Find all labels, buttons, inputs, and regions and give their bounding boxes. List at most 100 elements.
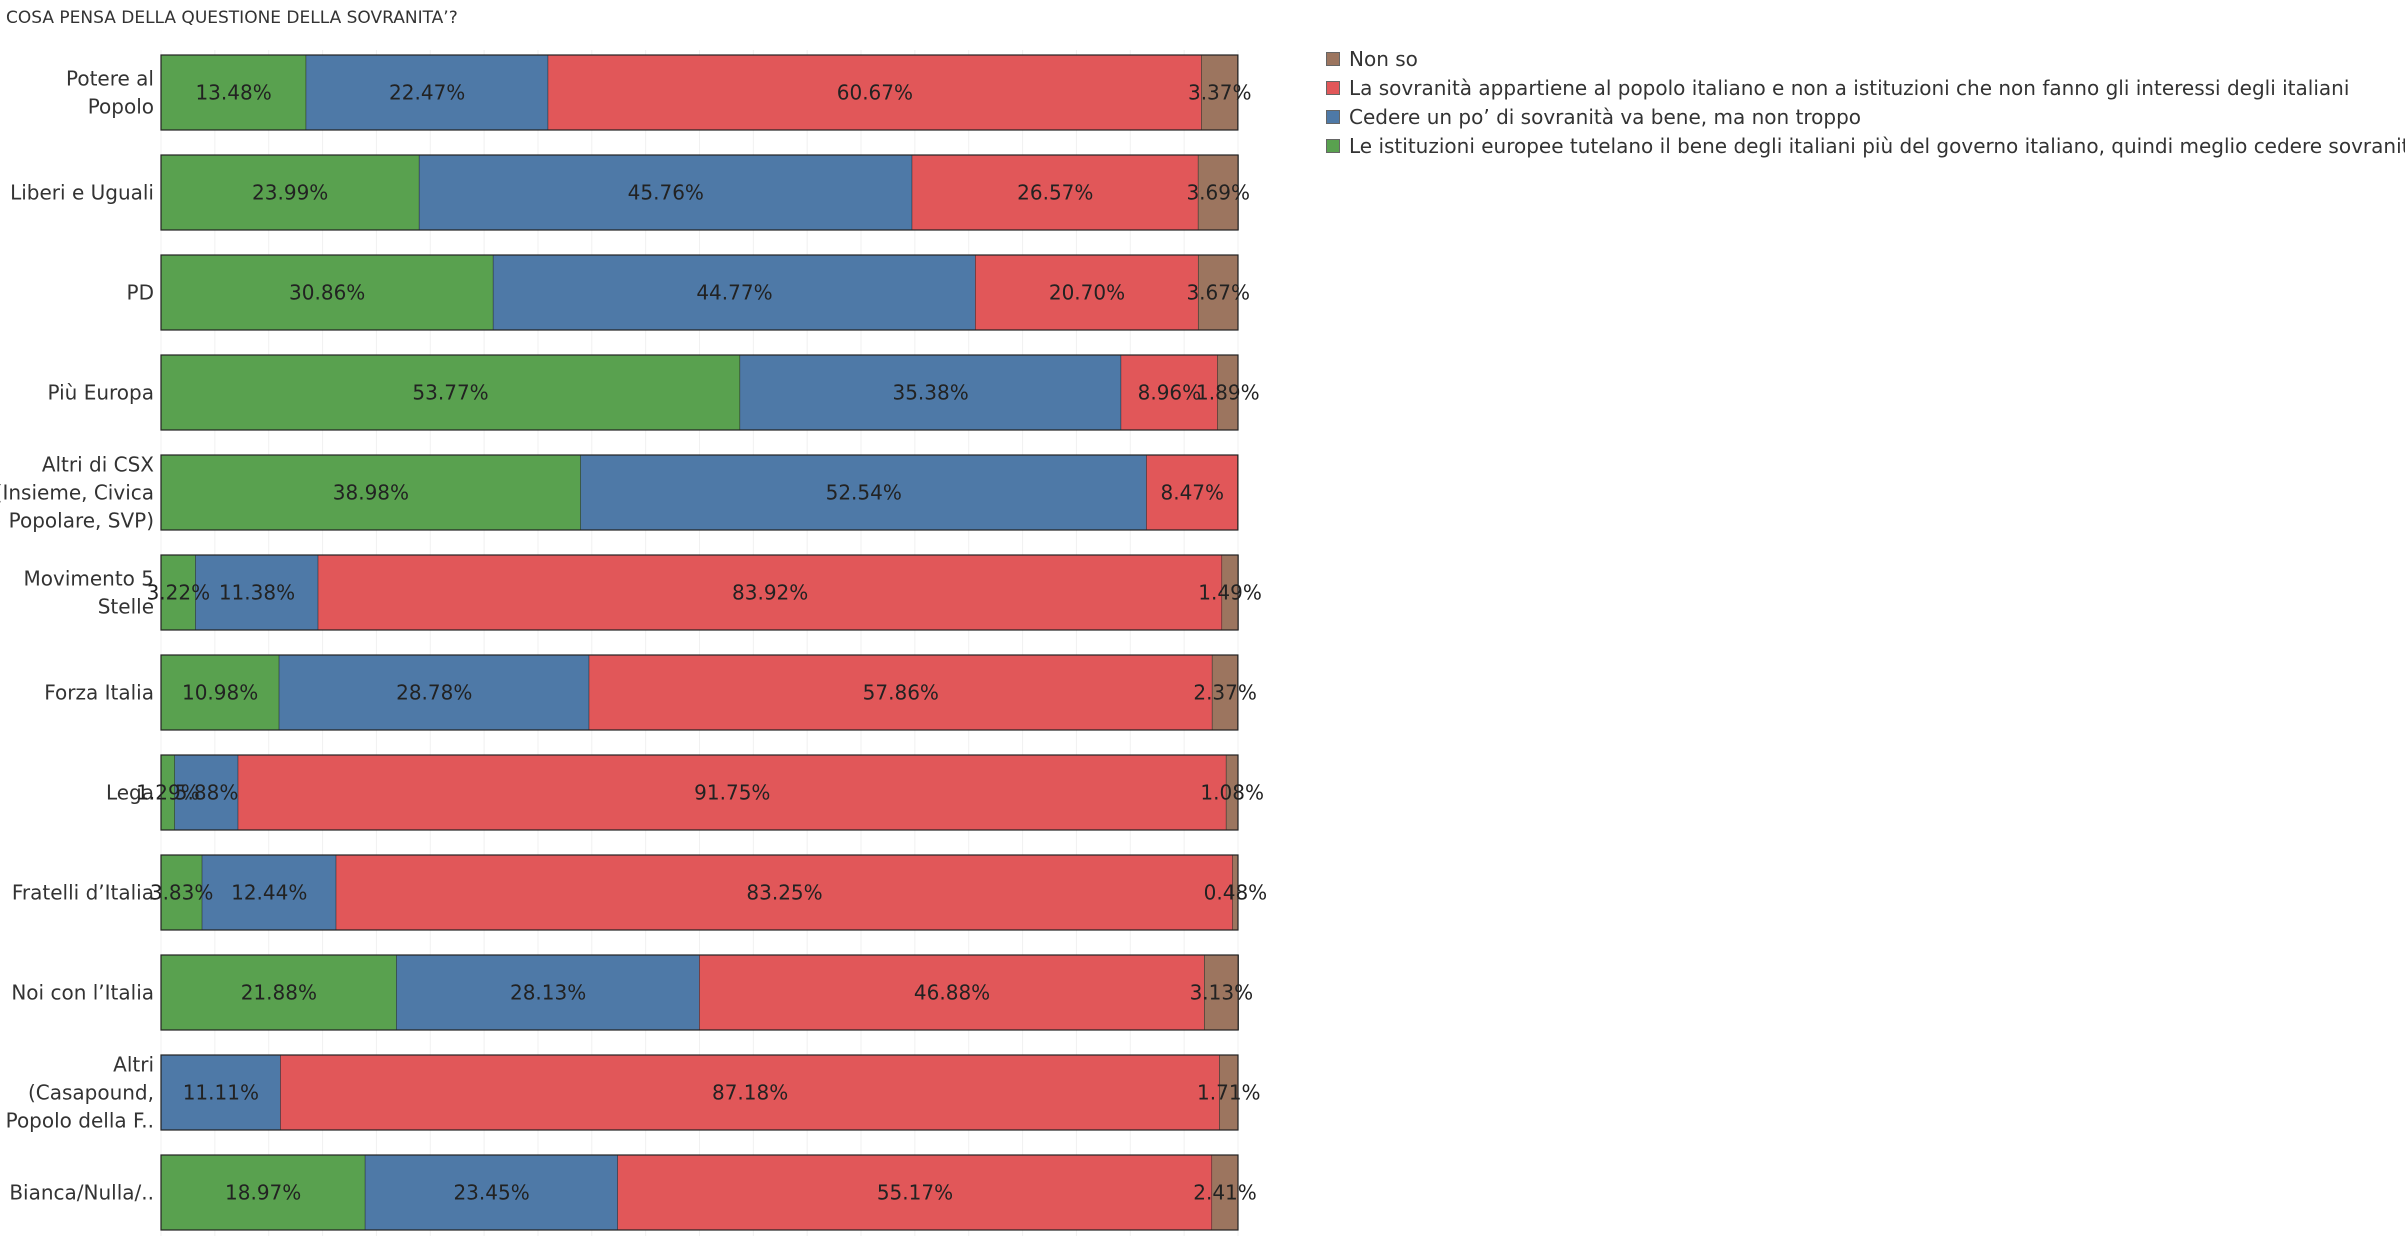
data-label: 2.37% bbox=[1193, 681, 1257, 705]
bar-segment bbox=[493, 255, 976, 330]
data-label: 38.98% bbox=[333, 481, 409, 505]
chart-title: COSA PENSA DELLA QUESTIONE DELLA SOVRANI… bbox=[6, 8, 458, 28]
data-label: 1.29% bbox=[136, 781, 200, 805]
bar-segment bbox=[161, 555, 196, 630]
bar-outline bbox=[160, 254, 1239, 331]
data-label: 13.48% bbox=[195, 81, 271, 105]
data-label: 83.92% bbox=[732, 581, 808, 605]
data-label: 53.77% bbox=[412, 381, 488, 405]
bar-segment bbox=[1121, 355, 1218, 430]
data-label: 30.86% bbox=[289, 281, 365, 305]
data-label: 91.75% bbox=[694, 781, 770, 805]
data-label: 87.18% bbox=[712, 1081, 788, 1105]
legend-item: Le istituzioni europee tutelano il bene … bbox=[1326, 131, 2405, 160]
legend-label: La sovranità appartiene al popolo italia… bbox=[1349, 75, 2350, 100]
bar-segment bbox=[1198, 255, 1238, 330]
bar-outline bbox=[160, 554, 1239, 631]
legend-swatch bbox=[1326, 109, 1340, 124]
data-label: 3.13% bbox=[1190, 981, 1254, 1005]
data-label: 5.88% bbox=[175, 781, 239, 805]
data-label: 55.17% bbox=[877, 1181, 953, 1205]
data-label: 21.88% bbox=[241, 981, 317, 1005]
bar-segment bbox=[161, 1155, 366, 1230]
bar-segment bbox=[1226, 755, 1238, 830]
bar-outline bbox=[160, 1054, 1239, 1131]
data-label: 18.97% bbox=[225, 1181, 301, 1205]
bar-segment bbox=[161, 655, 280, 730]
bar-segment bbox=[1212, 655, 1238, 730]
data-label: 60.67% bbox=[837, 81, 913, 105]
data-label: 1.89% bbox=[1196, 381, 1260, 405]
data-label: 28.13% bbox=[510, 981, 586, 1005]
stacked-bar-chart: Potere al Popolo 13.48% 22.47% 60.67% 3.37% Li… bbox=[0, 50, 1267, 1236]
bar-segment bbox=[1219, 1055, 1238, 1130]
legend: Non so La sovranità appartiene al popolo … bbox=[1326, 44, 2405, 160]
data-label: 11.11% bbox=[183, 1081, 259, 1105]
data-label: 1.08% bbox=[1200, 781, 1264, 805]
legend-label: Non so bbox=[1349, 46, 1418, 71]
legend-label: Le istituzioni europee tutelano il bene … bbox=[1349, 133, 2405, 158]
bar-segment bbox=[419, 155, 913, 230]
bar-segment bbox=[548, 55, 1202, 130]
bar-outline bbox=[160, 454, 1239, 531]
data-label: 3.37% bbox=[1188, 81, 1252, 105]
bar-segment bbox=[161, 255, 494, 330]
bar-outline bbox=[160, 354, 1239, 431]
category-label: Altri (Casapound, Popolo della F.. bbox=[6, 1053, 154, 1133]
data-label: 3.67% bbox=[1186, 281, 1250, 305]
category-label: Lega bbox=[106, 781, 154, 805]
bar-segment bbox=[1232, 855, 1238, 930]
bar-outline bbox=[160, 854, 1239, 931]
data-label: 46.88% bbox=[914, 981, 990, 1005]
data-label: 3.22% bbox=[147, 581, 211, 605]
bar-segment bbox=[238, 755, 1227, 830]
bar-segment bbox=[279, 655, 590, 730]
data-label: 20.70% bbox=[1049, 281, 1125, 305]
data-label: 2.41% bbox=[1193, 1181, 1257, 1205]
data-label: 52.54% bbox=[826, 481, 902, 505]
bar-segment bbox=[617, 1155, 1213, 1230]
category-label: Liberi e Uguali bbox=[10, 181, 154, 205]
legend-item: Cedere un po’ di sovranità va bene, ma n… bbox=[1326, 102, 2405, 131]
data-label: 45.76% bbox=[628, 181, 704, 205]
bar-segment bbox=[161, 955, 397, 1030]
bar-segment bbox=[396, 955, 700, 1030]
category-label: Forza Italia bbox=[44, 681, 154, 705]
bar-outline bbox=[160, 754, 1239, 831]
data-label: 28.78% bbox=[396, 681, 472, 705]
legend-swatch bbox=[1326, 80, 1340, 95]
bar-outline bbox=[160, 1154, 1239, 1231]
bar-segment bbox=[161, 155, 420, 230]
bar-segment bbox=[365, 1155, 618, 1230]
bar-segment bbox=[1212, 1155, 1238, 1230]
category-label: Noi con l’Italia bbox=[11, 981, 154, 1005]
data-label: 1.49% bbox=[1198, 581, 1262, 605]
bar-segment bbox=[1198, 155, 1239, 230]
data-label: 10.98% bbox=[182, 681, 258, 705]
bar-outline bbox=[160, 54, 1239, 131]
data-label: 11.38% bbox=[219, 581, 295, 605]
legend-item: La sovranità appartiene al popolo italia… bbox=[1326, 73, 2405, 102]
bar-segment bbox=[195, 555, 319, 630]
data-label: 3.83% bbox=[150, 881, 214, 905]
legend-swatch bbox=[1326, 51, 1340, 66]
bar-segment bbox=[912, 155, 1199, 230]
bar-outline bbox=[160, 954, 1239, 1031]
data-label: 12.44% bbox=[231, 881, 307, 905]
category-label: Altri di CSX (Insieme, Civica Popolare, SV… bbox=[0, 453, 154, 533]
category-label: Movimento 5 Stelle bbox=[23, 567, 154, 619]
legend-item: Non so bbox=[1326, 44, 2405, 73]
bar-segment bbox=[580, 455, 1147, 530]
bar-segment bbox=[975, 255, 1199, 330]
category-label: Potere al Popolo bbox=[66, 67, 154, 119]
bar-segment bbox=[161, 355, 741, 430]
category-label: PD bbox=[127, 281, 154, 305]
data-label: 35.38% bbox=[892, 381, 968, 405]
bar-outline bbox=[160, 154, 1239, 231]
data-label: 1.71% bbox=[1197, 1081, 1261, 1105]
legend-swatch bbox=[1326, 138, 1340, 153]
bar-segment bbox=[1204, 955, 1239, 1030]
data-label: 23.45% bbox=[453, 1181, 529, 1205]
bar-segment bbox=[161, 55, 307, 130]
category-label: Più Europa bbox=[48, 381, 155, 405]
